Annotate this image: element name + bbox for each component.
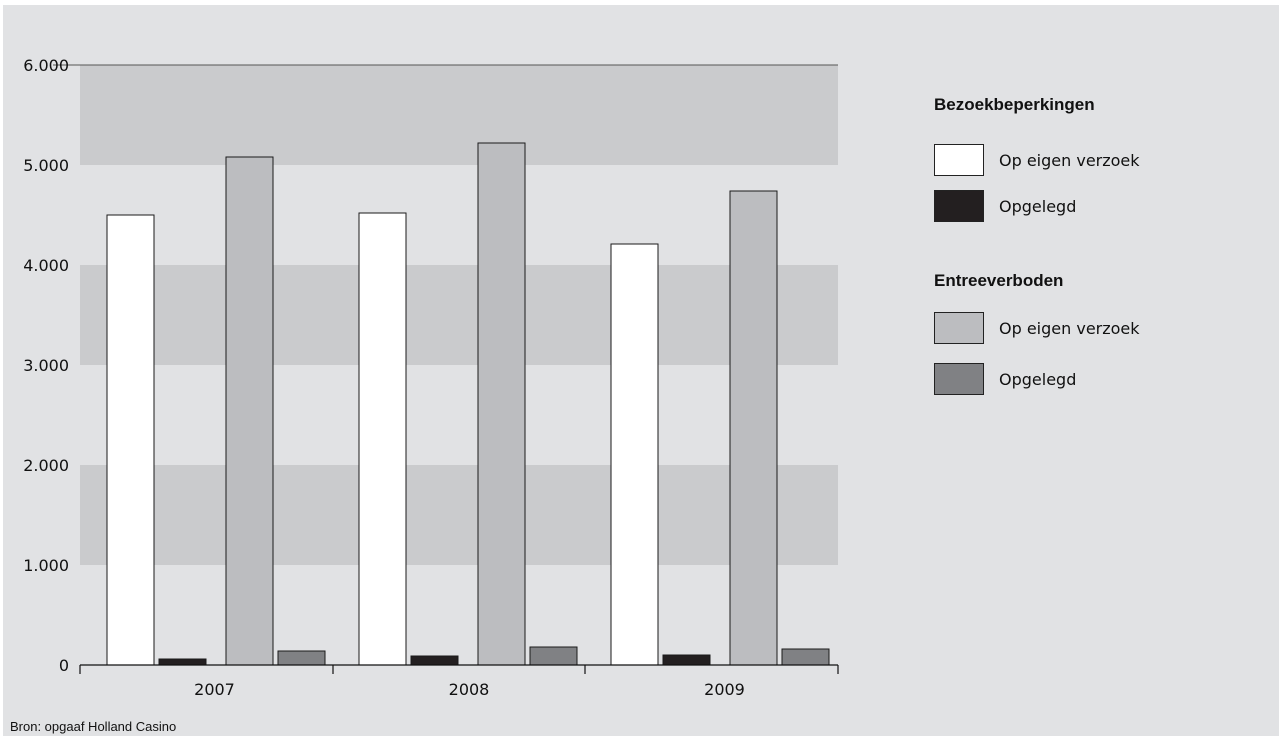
legend-group-title-bezoekbeperkingen: Bezoekbeperkingen [934, 95, 1095, 114]
bar [410, 655, 459, 666]
legend-label: Op eigen verzoek [999, 150, 1140, 170]
bar-chart: 0 1.000 2.000 3.000 4.000 5.000 6.000 2007 2008 2… [23, 56, 839, 699]
legend-label: Op eigen verzoek [999, 318, 1140, 338]
bar [106, 214, 155, 666]
bar [158, 658, 207, 666]
legend-swatch [934, 190, 984, 222]
y-tick-label: 2.000 [23, 456, 69, 475]
source-note: Bron: opgaaf Holland Casino [10, 719, 177, 734]
x-tick-label: 2009 [704, 680, 745, 699]
chart-panel: 0 1.000 2.000 3.000 4.000 5.000 6.000 2007 2008 2… [3, 5, 1279, 736]
legend-label: Opgelegd [999, 369, 1077, 389]
grid-band [80, 65, 838, 165]
bar [662, 654, 711, 666]
bar [729, 190, 778, 666]
y-tick-label: 0 [59, 656, 69, 675]
y-tick-label: 3.000 [23, 356, 69, 375]
legend-swatch [934, 363, 984, 395]
legend-swatch [934, 312, 984, 344]
legend-group-title-entreeverboden: Entreeverboden [934, 271, 1064, 290]
bar [529, 646, 578, 666]
y-tick-label: 6.000 [23, 56, 69, 75]
bar [610, 243, 659, 666]
legend-item-bezoek-opgelegd: Opgelegd [934, 189, 1076, 223]
y-tick-label: 4.000 [23, 256, 69, 275]
bar [225, 156, 274, 666]
bar [277, 650, 326, 666]
legend-item-entree-opgelegd: Opgelegd [934, 362, 1076, 396]
x-tick-label: 2007 [194, 680, 235, 699]
x-tick-label: 2008 [449, 680, 490, 699]
bar [781, 648, 830, 666]
y-tick-label: 5.000 [23, 156, 69, 175]
grid-band [80, 265, 838, 365]
legend-label: Opgelegd [999, 196, 1077, 216]
legend-item-bezoek-eigen: Op eigen verzoek [934, 143, 1140, 177]
bar [477, 142, 526, 666]
legend-swatch [934, 144, 984, 176]
bar [358, 212, 407, 666]
grid-band [80, 465, 838, 565]
y-tick-label: 1.000 [23, 556, 69, 575]
legend-item-entree-eigen: Op eigen verzoek [934, 311, 1140, 345]
